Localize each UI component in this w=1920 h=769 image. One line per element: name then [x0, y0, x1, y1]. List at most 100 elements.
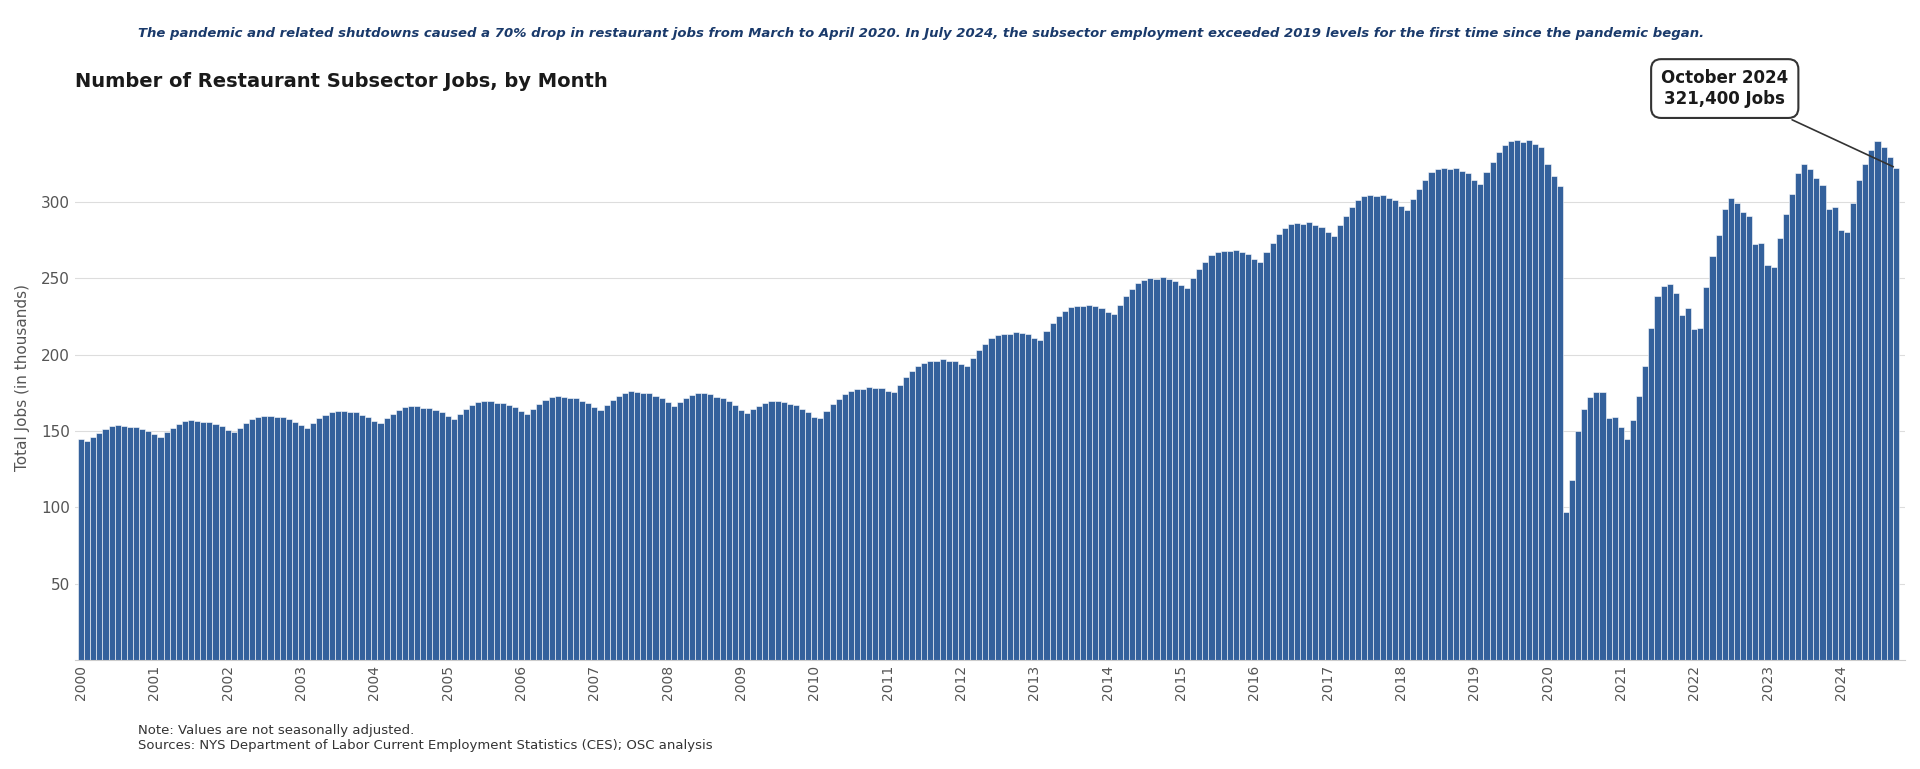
Bar — [1263, 252, 1269, 660]
Bar — [1177, 285, 1185, 660]
Bar — [328, 412, 334, 660]
Bar — [1672, 292, 1678, 660]
Bar — [1582, 409, 1588, 660]
Bar — [1392, 201, 1398, 660]
Bar — [365, 417, 371, 660]
Bar — [995, 335, 1000, 660]
Bar — [1753, 244, 1759, 660]
Bar — [1269, 242, 1275, 660]
Bar — [1202, 261, 1208, 660]
Bar — [781, 402, 787, 660]
Bar — [1006, 334, 1014, 660]
Bar — [292, 421, 298, 660]
Bar — [236, 428, 244, 660]
Bar — [1140, 280, 1148, 660]
Bar — [163, 432, 169, 660]
Bar — [1826, 208, 1832, 660]
Bar — [273, 417, 280, 660]
Bar — [213, 424, 219, 660]
Bar — [267, 416, 273, 660]
Bar — [1000, 334, 1006, 660]
Bar — [1398, 206, 1404, 660]
Bar — [1448, 169, 1453, 660]
Bar — [1037, 340, 1043, 660]
Bar — [891, 391, 897, 660]
Bar — [751, 409, 756, 660]
Bar — [1507, 141, 1515, 660]
Bar — [1043, 331, 1050, 660]
Bar — [1465, 174, 1471, 660]
Bar — [1862, 165, 1868, 660]
Bar — [1356, 200, 1361, 660]
Bar — [1453, 168, 1459, 660]
Bar — [707, 394, 714, 660]
Bar — [1087, 305, 1092, 660]
Bar — [121, 425, 127, 660]
Bar — [530, 409, 536, 660]
Bar — [1252, 259, 1258, 660]
Bar — [818, 418, 824, 660]
Bar — [432, 410, 438, 660]
Bar — [513, 408, 518, 660]
Bar — [1238, 252, 1244, 660]
Bar — [1667, 285, 1672, 660]
Bar — [1336, 225, 1342, 660]
Bar — [1515, 140, 1521, 660]
Bar — [1611, 418, 1619, 660]
Bar — [975, 351, 983, 660]
Bar — [611, 400, 616, 660]
Bar — [1716, 235, 1722, 660]
Bar — [653, 396, 659, 660]
Bar — [762, 402, 768, 660]
Bar — [1283, 228, 1288, 660]
Bar — [902, 378, 908, 660]
Bar — [684, 398, 689, 660]
Bar — [1196, 269, 1202, 660]
Bar — [1434, 168, 1440, 660]
Bar — [580, 401, 586, 660]
Bar — [1123, 297, 1129, 660]
Bar — [340, 411, 348, 660]
Bar — [793, 405, 799, 660]
Bar — [628, 391, 634, 660]
Bar — [866, 387, 872, 660]
Bar — [1110, 314, 1117, 660]
Bar — [1081, 306, 1087, 660]
Bar — [603, 404, 611, 660]
Bar — [1770, 268, 1776, 660]
Bar — [1538, 147, 1544, 660]
Bar — [219, 426, 225, 660]
Bar — [348, 412, 353, 660]
Bar — [695, 393, 701, 660]
Bar — [622, 392, 628, 660]
Bar — [1325, 232, 1331, 660]
Bar — [1300, 224, 1306, 660]
Bar — [1764, 265, 1770, 660]
Bar — [1306, 222, 1311, 660]
Bar — [1331, 235, 1336, 660]
Bar — [916, 366, 922, 660]
Bar — [720, 398, 726, 660]
Bar — [396, 410, 401, 660]
Bar — [639, 393, 647, 660]
Bar — [1851, 204, 1857, 660]
Bar — [90, 437, 96, 660]
Bar — [261, 415, 267, 660]
Bar — [804, 412, 812, 660]
Bar — [1820, 185, 1826, 660]
Bar — [1171, 281, 1177, 660]
Bar — [384, 418, 390, 660]
Bar — [1686, 308, 1692, 660]
Bar — [1165, 279, 1171, 660]
Bar — [774, 401, 781, 660]
Bar — [1073, 306, 1081, 660]
Bar — [157, 437, 163, 660]
Bar — [1734, 203, 1740, 660]
Bar — [317, 418, 323, 660]
Bar — [586, 403, 591, 660]
Text: The pandemic and related shutdowns caused a 70% drop in restaurant jobs from Mar: The pandemic and related shutdowns cause… — [138, 27, 1705, 40]
Bar — [1373, 196, 1379, 660]
Bar — [1459, 171, 1465, 660]
Bar — [1190, 278, 1196, 660]
Bar — [616, 395, 622, 660]
